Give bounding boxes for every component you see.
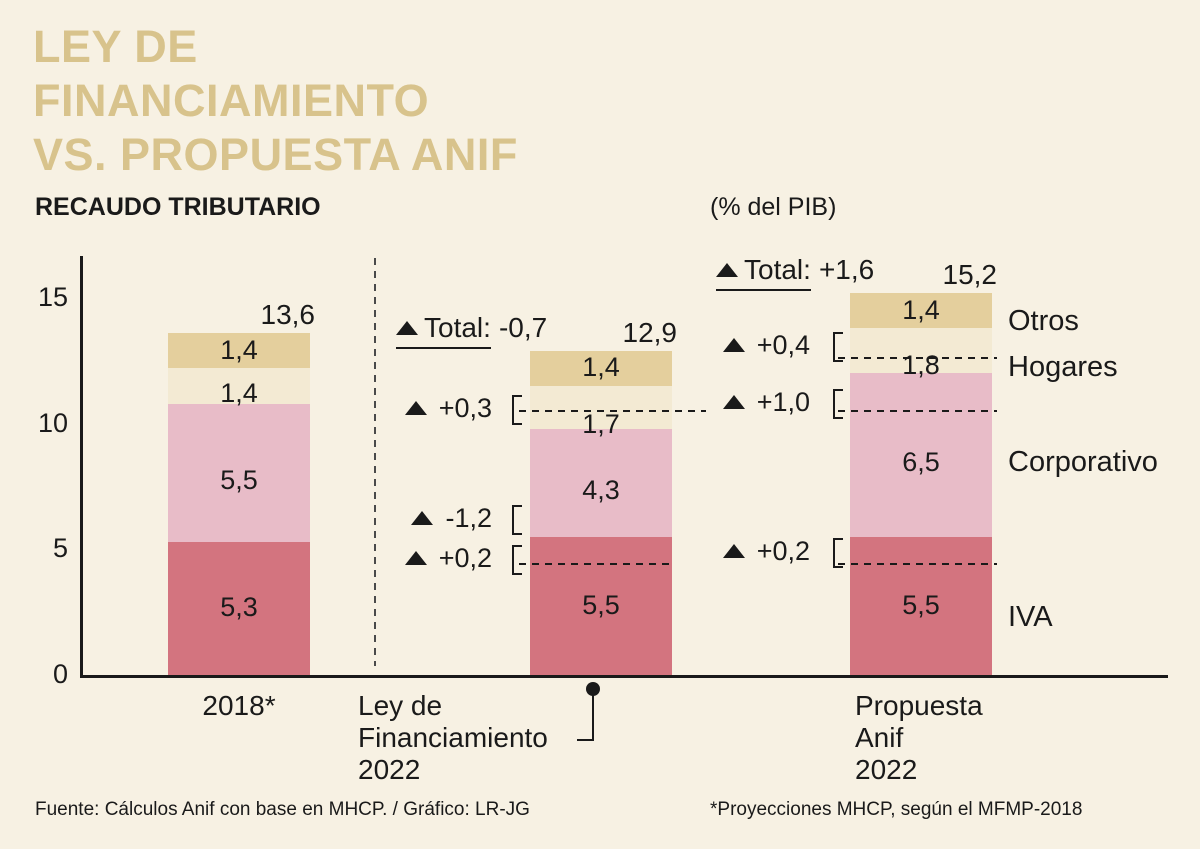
bar-segment-otros — [850, 293, 992, 329]
delta-annotation: +1,0 — [630, 386, 810, 418]
segment-value-label: 1,4 — [220, 378, 258, 408]
segment-value-label: 1,7 — [582, 409, 620, 440]
y-axis-tick-label: 5 — [52, 533, 68, 564]
x-label-ley-line-3: 2022 — [358, 754, 421, 785]
delta-value-label: +0,2 — [756, 535, 810, 566]
segment-value-label: 5,5 — [220, 464, 258, 495]
bar-total-label: 12,9 — [622, 316, 678, 348]
triangle-marker-icon — [716, 263, 738, 277]
total-prefix-label: Total: — [424, 312, 491, 343]
x-label-ley-line-1: Ley de — [358, 690, 443, 721]
series-axis-label-otros: Otros — [1008, 305, 1079, 337]
bar-segment-hogares — [530, 386, 672, 429]
delta-annotation: +0,2 — [312, 542, 492, 574]
x-label-anif-line-2: Anif — [855, 722, 904, 753]
y-axis-tick-label: 0 — [52, 659, 68, 689]
series-axis-label-corporativo: Corporativo — [1008, 446, 1158, 478]
bracket-icon — [512, 545, 522, 575]
segment-value-label: 5,5 — [902, 589, 940, 620]
callout-dot — [586, 682, 600, 696]
total-delta-label: -0,7 — [498, 312, 548, 343]
callout-line-vertical — [592, 695, 594, 741]
y-axis-tick-label: 15 — [37, 282, 68, 313]
delta-annotation: +0,3 — [312, 392, 492, 424]
comparison-dashed-line — [838, 357, 997, 359]
chart-subtitle: RECAUDO TRIBUTARIO — [35, 193, 321, 221]
delta-value-label: +0,3 — [438, 392, 492, 423]
bracket-icon — [512, 505, 522, 535]
x-label-anif-line-1: Propuesta — [855, 690, 983, 721]
segment-value-label: 1,4 — [902, 294, 940, 325]
triangle-marker-icon — [404, 401, 427, 415]
delta-value-label: +1,0 — [756, 386, 810, 417]
delta-annotation: +0,4 — [630, 329, 810, 361]
series-axis-label-hogares: Hogares — [1008, 351, 1118, 383]
triangle-marker-icon — [722, 338, 745, 352]
segment-value-label: 6,5 — [902, 447, 940, 478]
bracket-icon — [833, 389, 843, 419]
total-delta-label: +1,6 — [818, 254, 875, 285]
x-axis-line — [80, 675, 1168, 678]
bar-segment-corporativo — [168, 403, 310, 542]
comparison-dashed-line — [519, 410, 706, 412]
comparison-dashed-line — [519, 563, 674, 565]
delta-value-label: +0,4 — [756, 329, 810, 360]
bracket-icon — [833, 332, 843, 362]
total-label-underlined: Total: — [716, 254, 811, 291]
triangle-marker-icon — [396, 321, 418, 335]
page-title-line-3: VS. PROPUESTA ANIF — [33, 129, 518, 180]
segment-value-label: 5,3 — [220, 592, 258, 623]
delta-annotation: +0,2 — [630, 535, 810, 567]
total-label-underlined: Total: — [396, 312, 491, 349]
bar-segment-iva — [530, 536, 672, 675]
delta-value-label: +0,2 — [438, 542, 492, 573]
series-axis-label-iva: IVA — [1008, 601, 1053, 633]
y-axis-line — [80, 256, 83, 678]
segment-value-label: 4,3 — [582, 474, 620, 505]
triangle-marker-icon — [411, 511, 434, 525]
divider-dashed-vertical — [374, 258, 376, 666]
total-annotation: Total: -0,7 — [396, 312, 548, 349]
bar-segment-otros — [530, 350, 672, 386]
x-label-propuesta-anif: Propuesta Anif 2022 — [855, 690, 983, 786]
segment-value-label: 5,5 — [582, 589, 620, 620]
source-note: Fuente: Cálculos Anif con base en MHCP. … — [35, 799, 530, 820]
x-label-anif-line-3: 2022 — [855, 754, 918, 785]
total-prefix-label: Total: — [744, 254, 811, 285]
x-label-ley-line-2: Financiamiento — [358, 722, 548, 753]
bar-segment-iva — [850, 536, 992, 675]
comparison-dashed-line — [838, 410, 997, 412]
segment-value-label: 1,4 — [582, 352, 620, 383]
bar-segment-iva — [168, 541, 310, 675]
bracket-icon — [833, 538, 843, 568]
y-axis-tick-label: 10 — [37, 407, 68, 438]
bar-segment-hogares — [850, 328, 992, 374]
projection-note: *Proyecciones MHCP, según el MFMP-2018 — [710, 799, 1083, 820]
page-title-line-1: LEY DE — [33, 21, 198, 72]
x-label-2018: 2018* — [202, 690, 276, 721]
bar-segment-corporativo — [850, 373, 992, 537]
unit-label: (% del PIB) — [710, 193, 837, 221]
bar-total-label: 15,2 — [942, 259, 998, 290]
triangle-marker-icon — [404, 551, 427, 565]
bar-segment-corporativo — [530, 428, 672, 537]
bar-segment-otros — [168, 333, 310, 369]
delta-value-label: -1,2 — [445, 502, 492, 533]
callout-line-horizontal — [577, 739, 594, 741]
x-label-ley-de-financiamiento: Ley de Financiamiento 2022 — [358, 690, 548, 786]
total-annotation: Total: +1,6 — [716, 254, 875, 291]
triangle-marker-icon — [722, 395, 745, 409]
segment-value-label: 1,4 — [220, 334, 258, 365]
bar-total-label: 13,6 — [260, 299, 316, 331]
delta-annotation: -1,2 — [312, 502, 492, 534]
page-title-line-2: FINANCIAMIENTO — [33, 75, 430, 126]
page-title: LEY DE FINANCIAMIENTO VS. PROPUESTA ANIF — [33, 20, 518, 182]
bracket-icon — [512, 395, 522, 425]
segment-value-label: 1,8 — [902, 349, 940, 380]
triangle-marker-icon — [722, 544, 745, 558]
bar-segment-hogares — [168, 368, 310, 404]
comparison-dashed-line — [838, 563, 997, 565]
